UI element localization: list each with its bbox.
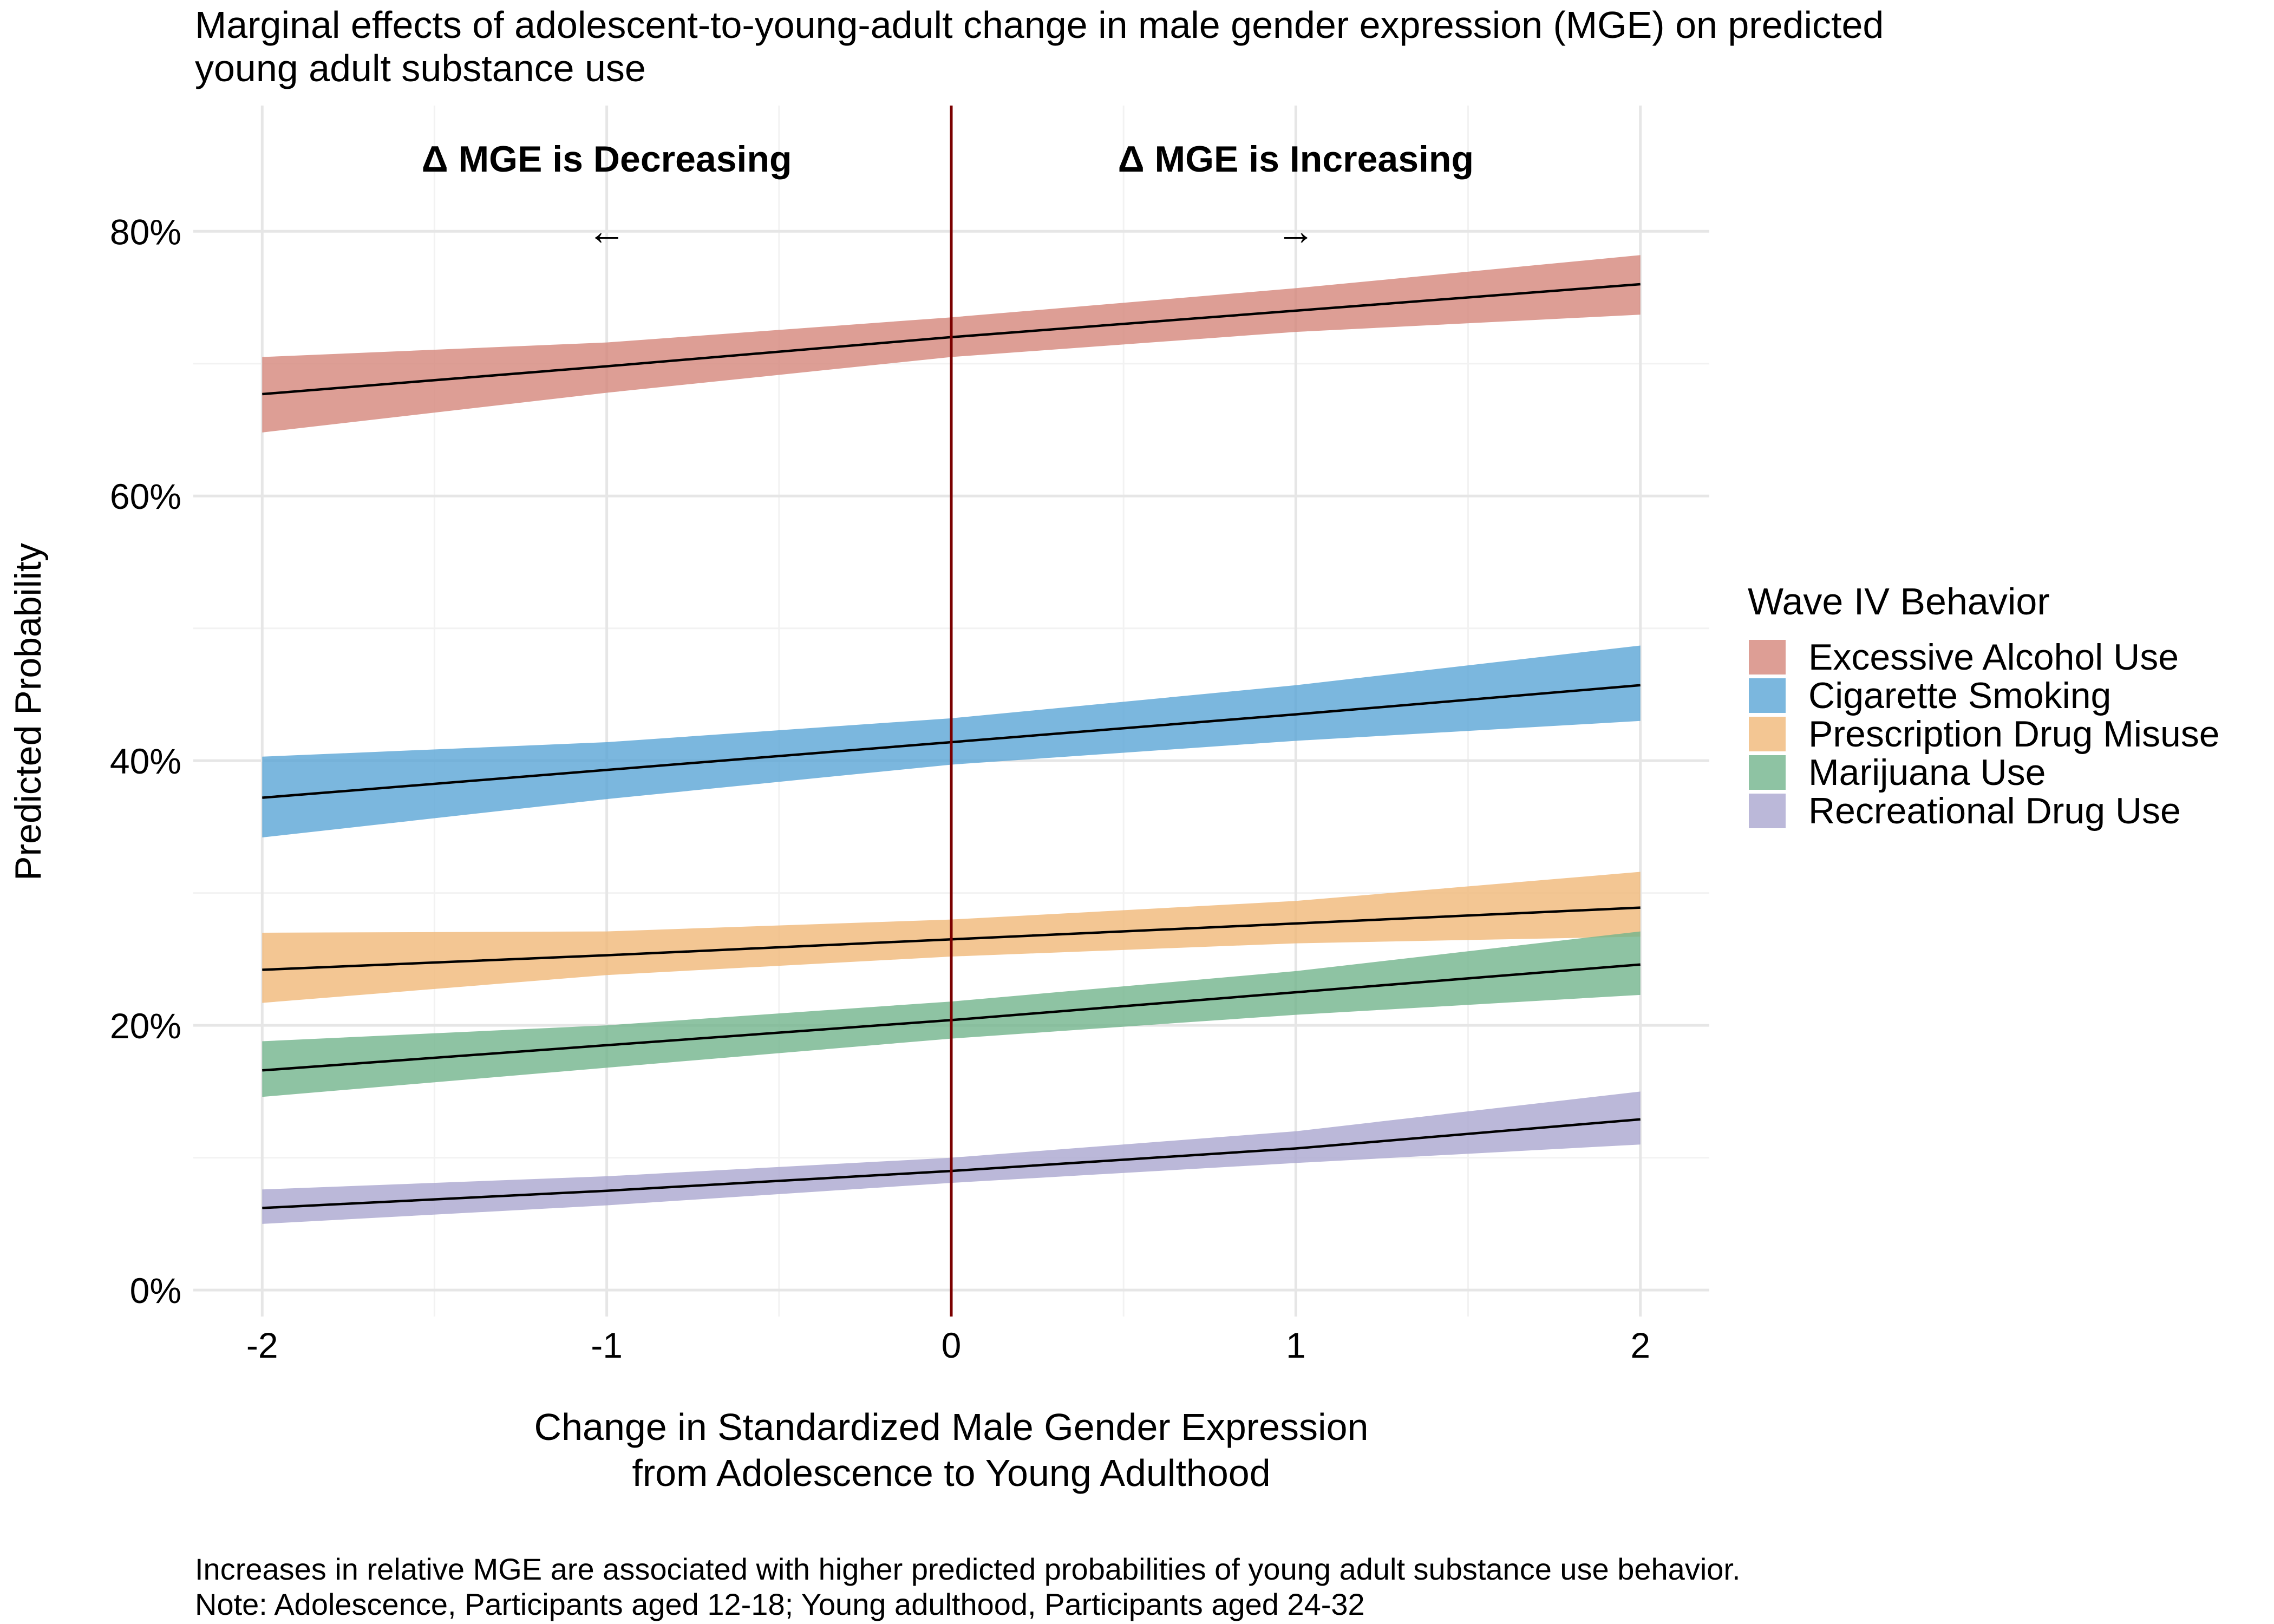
x-tick-label: -2 [246,1325,278,1365]
x-tick-label: 0 [942,1325,962,1365]
annotation-increasing: Δ MGE is Increasing [1118,139,1474,180]
legend-swatch-prescription-drug-misuse [1749,717,1786,751]
legend-swatch-cigarette-smoking [1749,678,1786,713]
y-axis-ticks: 0% 20% 40% 60% 80% [110,212,181,1311]
chart-title-line-1: Marginal effects of adolescent-to-young-… [195,4,1884,46]
y-tick-label: 60% [110,476,181,516]
annotation-increasing-arrow: → [1276,210,1315,253]
legend-label-marijuana-use: Marijuana Use [1808,752,2046,793]
legend-label-prescription-drug-misuse: Prescription Drug Misuse [1808,713,2220,755]
legend: Wave IV Behavior Excessive Alcohol UseCi… [1748,580,2220,831]
caption: Increases in relative MGE are associated… [195,1552,1741,1621]
x-tick-label: 2 [1630,1325,1650,1365]
x-tick-label: -1 [591,1325,623,1365]
y-tick-label: 0% [130,1271,181,1311]
x-axis-ticks: -2 -1 0 1 2 [246,1325,1650,1365]
legend-swatch-excessive-alcohol-use [1749,640,1786,675]
y-tick-label: 80% [110,212,181,252]
legend-label-recreational-drug-use: Recreational Drug Use [1808,790,2181,831]
legend-swatch-recreational-drug-use [1749,794,1786,828]
x-tick-label: 1 [1286,1325,1306,1365]
x-axis-label-line-1: Change in Standardized Male Gender Expre… [534,1406,1369,1448]
annotation-decreasing: Δ MGE is Decreasing [422,139,792,180]
x-axis-label-line-2: from Adolescence to Young Adulthood [632,1452,1270,1494]
y-tick-label: 40% [110,741,181,781]
chart-title-line-2: young adult substance use [195,47,646,89]
caption-line-1: Increases in relative MGE are associated… [195,1552,1741,1586]
legend-swatch-marijuana-use [1749,755,1786,790]
legend-label-excessive-alcohol-use: Excessive Alcohol Use [1808,637,2179,678]
legend-title: Wave IV Behavior [1748,580,2050,623]
chart-title: Marginal effects of adolescent-to-young-… [195,4,1884,89]
annotations: Δ MGE is Decreasing ← Δ MGE is Increasing → [422,139,1474,253]
x-axis-label: Change in Standardized Male Gender Expre… [534,1406,1369,1494]
legend-label-cigarette-smoking: Cigarette Smoking [1808,675,2111,716]
y-tick-label: 20% [110,1006,181,1046]
annotation-decreasing-arrow: ← [587,210,626,253]
y-axis-label: Predicted Probability [8,543,49,881]
caption-line-2: Note: Adolescence, Participants aged 12-… [195,1587,1365,1621]
